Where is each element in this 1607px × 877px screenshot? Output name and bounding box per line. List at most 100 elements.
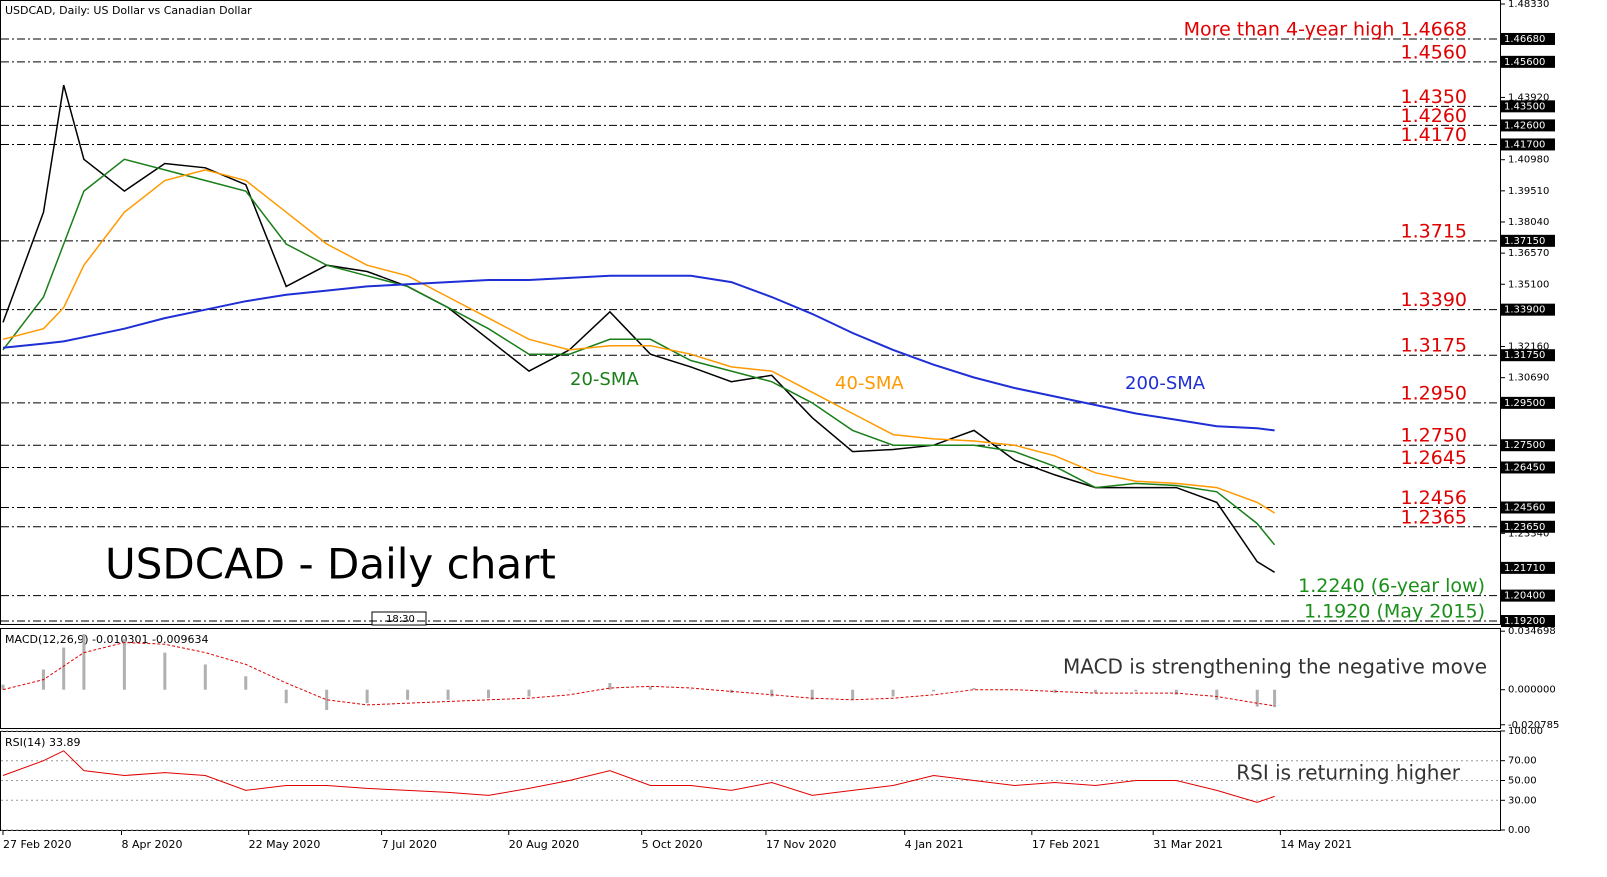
level-tag xyxy=(1501,138,1555,151)
level-tag xyxy=(1501,396,1555,409)
macd-bar xyxy=(1012,689,1016,691)
series-label: 20-SMA xyxy=(570,369,639,390)
macd-bar xyxy=(1255,689,1259,707)
level-note: 1.3175 xyxy=(1401,335,1467,357)
level-tag-label: 1.29500 xyxy=(1504,398,1545,409)
x-tick-label: 5 Oct 2020 xyxy=(642,838,703,851)
macd-bar xyxy=(770,689,774,697)
chart-annotation: USDCAD - Daily chart xyxy=(105,540,556,589)
level-tag-label: 1.27500 xyxy=(1504,440,1545,451)
macd-bar xyxy=(1174,689,1178,695)
macd-bar xyxy=(1134,689,1138,692)
macd-bar xyxy=(325,689,329,710)
x-tick-label: 8 Apr 2020 xyxy=(121,838,182,851)
y-tick-label: 50.00 xyxy=(1508,776,1537,787)
macd-bar xyxy=(1215,689,1219,700)
macd-bar xyxy=(648,686,652,690)
macd-bar xyxy=(163,652,167,690)
macd-bar xyxy=(972,688,976,690)
macd-bar xyxy=(365,689,369,704)
level-note: 1.4350 xyxy=(1401,86,1467,108)
y-tick-label: 1.40980 xyxy=(1508,155,1549,166)
level-note: 1.2240 (6-year low) xyxy=(1298,575,1485,597)
time-marker: 18:30 xyxy=(386,614,415,625)
level-tag-label: 1.43500 xyxy=(1504,101,1545,112)
macd-title: MACD(12,26,9) -0.010301 -0.009634 xyxy=(5,633,208,646)
level-tag xyxy=(1501,32,1555,45)
rsi-line xyxy=(2,750,1275,803)
level-tag-label: 1.33900 xyxy=(1504,305,1545,316)
level-tag xyxy=(1501,234,1555,247)
series-label: 40-SMA xyxy=(835,373,904,394)
level-tag xyxy=(1501,119,1555,132)
macd-bar xyxy=(244,676,248,690)
level-tag-label: 1.19200 xyxy=(1504,616,1545,627)
series-line xyxy=(2,169,1275,514)
level-tag-label: 1.37150 xyxy=(1504,236,1545,247)
macd-bar xyxy=(406,689,410,700)
level-note: 1.2456 xyxy=(1401,487,1467,509)
signal-line xyxy=(2,641,1275,707)
x-tick-label: 22 May 2020 xyxy=(249,838,321,851)
y-tick-label: 1.38040 xyxy=(1508,217,1549,228)
level-note: 1.4560 xyxy=(1401,41,1467,63)
macd-bar xyxy=(689,689,693,691)
level-tag-label: 1.24560 xyxy=(1504,503,1545,514)
level-tag-label: 1.23650 xyxy=(1504,522,1545,533)
macd-panel xyxy=(0,628,1501,729)
macd-bar xyxy=(487,689,491,699)
y-tick-label: 0.034698 xyxy=(1508,626,1556,637)
level-note: 1.4260 xyxy=(1401,105,1467,127)
x-tick-label: 4 Jan 2021 xyxy=(905,838,964,851)
level-tag-label: 1.45600 xyxy=(1504,57,1545,68)
level-tag xyxy=(1501,615,1555,628)
level-tag-label: 1.20400 xyxy=(1504,591,1545,602)
macd-bar xyxy=(891,689,895,697)
rsi-annotation: RSI is returning higher xyxy=(1236,761,1461,785)
x-tick-label: 20 Aug 2020 xyxy=(509,838,579,851)
y-tick-label: 1.23340 xyxy=(1508,528,1549,539)
time-marker-box xyxy=(371,611,427,626)
level-note: 1.1920 (May 2015) xyxy=(1304,601,1485,623)
y-tick-label: -0.020785 xyxy=(1508,720,1559,731)
y-tick-label: 0.000000 xyxy=(1508,685,1556,696)
y-tick-label: 1.36570 xyxy=(1508,248,1549,259)
macd-bar xyxy=(203,664,207,690)
level-tag xyxy=(1501,501,1555,514)
level-note: 1.2645 xyxy=(1401,447,1467,469)
x-tick-label: 27 Feb 2020 xyxy=(3,838,71,851)
y-tick-label: 1.30690 xyxy=(1508,373,1549,384)
x-tick-label: 31 Mar 2021 xyxy=(1153,838,1223,851)
series-line xyxy=(2,274,1275,432)
x-tick-label: 17 Nov 2020 xyxy=(766,838,836,851)
y-tick-label: 1.43920 xyxy=(1508,92,1549,103)
level-tag xyxy=(1501,55,1555,68)
series-label: 200-SMA xyxy=(1125,373,1206,394)
x-tick-label: 17 Feb 2021 xyxy=(1032,838,1100,851)
last-price-tag xyxy=(1501,561,1555,574)
x-tick-label: 7 Jul 2020 xyxy=(382,838,437,851)
macd-bar xyxy=(932,689,936,692)
series-line xyxy=(2,84,1275,573)
macd-bar xyxy=(567,689,571,691)
macd-bar xyxy=(851,689,855,700)
y-tick-label: 1.39510 xyxy=(1508,186,1549,197)
level-note: More than 4-year high 1.4668 xyxy=(1184,18,1467,40)
macd-bar xyxy=(527,689,531,697)
last-price-label: 1.21710 xyxy=(1504,563,1545,574)
level-tag xyxy=(1501,439,1555,452)
level-tag xyxy=(1501,461,1555,474)
level-tag xyxy=(1501,589,1555,602)
macd-bar xyxy=(1,684,5,690)
y-tick-label: 70.00 xyxy=(1508,756,1537,767)
macd-bar xyxy=(284,689,288,704)
y-tick-label: 0.00 xyxy=(1508,825,1530,836)
y-tick-label: 1.35100 xyxy=(1508,279,1549,290)
y-tick-label: 1.32160 xyxy=(1508,342,1549,353)
level-note: 1.4170 xyxy=(1401,124,1467,146)
level-note: 1.3390 xyxy=(1401,289,1467,311)
level-note: 1.2365 xyxy=(1401,506,1467,528)
level-tag xyxy=(1501,100,1555,113)
